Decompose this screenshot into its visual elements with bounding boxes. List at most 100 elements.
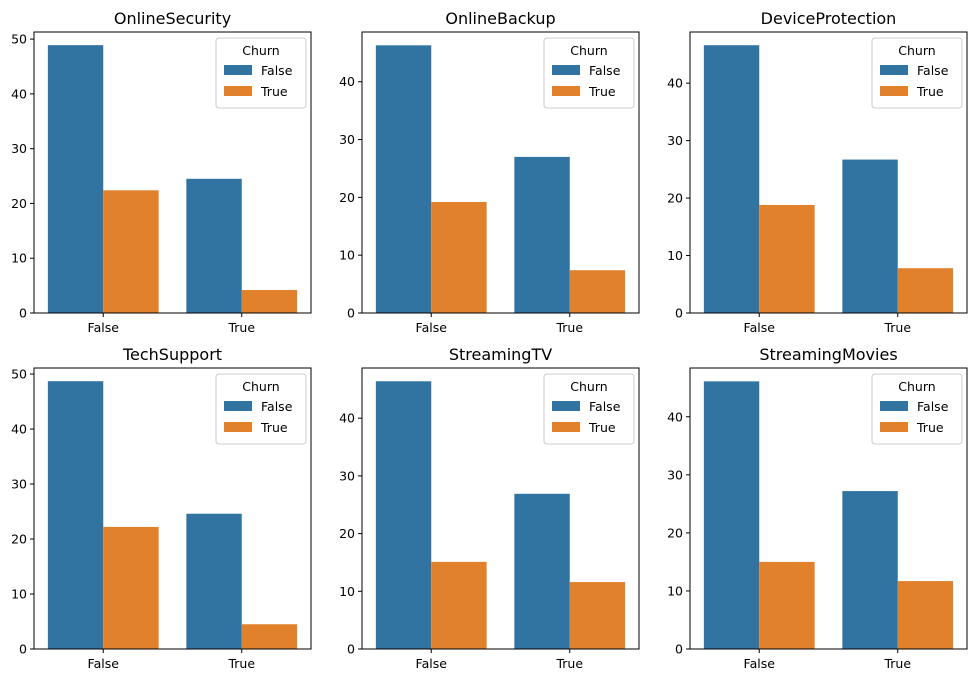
y-tick-label: 30	[11, 477, 27, 492]
x-tick-label: True	[227, 320, 255, 335]
legend-title: Churn	[242, 43, 279, 58]
bar-false-churn-false	[375, 381, 432, 649]
legend-label-true: True	[588, 420, 616, 435]
legend-title: Churn	[242, 379, 279, 394]
y-tick-label: 10	[339, 248, 355, 263]
legend-label-false: False	[589, 63, 621, 78]
chart-title: StreamingMovies	[759, 345, 897, 364]
legend-label-true: True	[588, 84, 616, 99]
legend-label-true: True	[260, 420, 288, 435]
y-tick-label: 0	[347, 306, 355, 321]
y-tick-label: 40	[339, 411, 355, 426]
legend-swatch-false	[880, 65, 908, 75]
axes-frame	[689, 31, 968, 314]
x-tick-label: True	[227, 656, 255, 671]
y-tick-label: 40	[339, 74, 355, 89]
y-tick-label: 20	[339, 526, 355, 541]
bar-true-churn-true	[569, 270, 626, 313]
y-tick-label: 30	[339, 468, 355, 483]
legend-swatch-false	[224, 401, 252, 411]
y-tick-label: 30	[11, 141, 27, 156]
bar-true-churn-false	[186, 178, 242, 313]
bar-true-churn-false	[514, 156, 570, 313]
bar-false-churn-true	[431, 561, 487, 649]
y-tick-label: 30	[667, 133, 683, 148]
chart-panel-0: OnlineSecurity 0 10 20 30 40 50 False True Churn F…	[11, 9, 312, 335]
legend: Churn False True	[871, 373, 963, 445]
bar-true-churn-false	[842, 159, 898, 313]
bar-true-churn-false	[186, 513, 242, 649]
x-tick-label: True	[555, 320, 583, 335]
axes-frame	[689, 367, 968, 650]
x-tick-label: False	[416, 656, 448, 671]
legend-title: Churn	[570, 379, 607, 394]
bar-false-churn-true	[759, 561, 815, 649]
legend: Churn False True	[215, 37, 307, 109]
chart-title: DeviceProtection	[761, 9, 897, 28]
x-tick-label: True	[883, 320, 911, 335]
x-tick-label: False	[744, 320, 776, 335]
axes-frame	[361, 367, 640, 650]
legend-swatch-true	[552, 422, 580, 432]
legend-title: Churn	[570, 43, 607, 58]
legend-swatch-true	[880, 422, 908, 432]
legend: Churn False True	[871, 37, 963, 109]
legend: Churn False True	[215, 373, 307, 445]
chart-title: OnlineSecurity	[114, 9, 231, 28]
axes-frame	[33, 31, 312, 314]
x-tick-label: False	[744, 656, 776, 671]
y-tick-label: 30	[667, 467, 683, 482]
chart-title: TechSupport	[122, 345, 222, 364]
legend-label-true: True	[916, 84, 944, 99]
legend-swatch-false	[224, 65, 252, 75]
y-tick-label: 40	[667, 76, 683, 91]
legend: Churn False True	[543, 37, 635, 109]
legend-swatch-false	[552, 65, 580, 75]
legend-label-false: False	[917, 399, 949, 414]
bar-false-churn-true	[431, 201, 487, 313]
y-tick-label: 20	[11, 196, 27, 211]
y-tick-label: 10	[667, 583, 683, 598]
legend-label-true: True	[916, 420, 944, 435]
legend-swatch-false	[552, 401, 580, 411]
chart-panel-1: OnlineBackup 0 10 20 30 40 False True Churn False…	[339, 9, 640, 335]
y-tick-label: 40	[11, 86, 27, 101]
axes-frame	[361, 31, 640, 314]
x-tick-label: False	[88, 320, 120, 335]
legend-swatch-true	[224, 86, 252, 96]
bar-true-churn-false	[842, 491, 898, 649]
x-tick-label: False	[88, 656, 120, 671]
bar-true-churn-true	[897, 581, 954, 649]
legend-label-false: False	[261, 399, 293, 414]
y-tick-label: 40	[11, 422, 27, 437]
chart-panel-4: StreamingTV 0 10 20 30 40 False True Churn False T…	[339, 345, 640, 671]
bar-false-churn-false	[47, 381, 104, 649]
legend-label-false: False	[261, 63, 293, 78]
y-tick-label: 40	[667, 409, 683, 424]
y-tick-label: 20	[11, 532, 27, 547]
y-tick-label: 10	[11, 251, 27, 266]
chart-title: StreamingTV	[449, 345, 552, 364]
y-tick-label: 10	[11, 587, 27, 602]
bar-false-churn-true	[759, 204, 815, 313]
axes-frame	[33, 367, 312, 650]
bar-false-churn-false	[703, 45, 760, 313]
bar-true-churn-true	[241, 289, 298, 313]
bar-true-churn-true	[897, 268, 954, 313]
legend-title: Churn	[898, 43, 935, 58]
legend-label-false: False	[917, 63, 949, 78]
y-tick-label: 30	[339, 132, 355, 147]
x-tick-label: False	[416, 320, 448, 335]
x-tick-label: True	[883, 656, 911, 671]
y-tick-label: 0	[675, 642, 683, 657]
bar-false-churn-true	[103, 526, 159, 649]
bar-true-churn-false	[514, 493, 570, 649]
bar-false-churn-false	[375, 45, 432, 314]
bar-false-churn-false	[703, 381, 760, 649]
legend: Churn False True	[543, 373, 635, 445]
y-tick-label: 20	[667, 525, 683, 540]
chart-panel-2: DeviceProtection 0 10 20 30 40 False True Churn F…	[667, 9, 968, 335]
y-tick-label: 0	[19, 642, 27, 657]
y-tick-label: 10	[667, 248, 683, 263]
